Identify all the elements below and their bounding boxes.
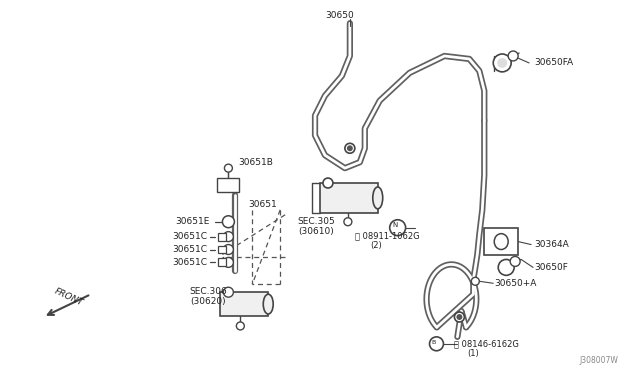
- Circle shape: [223, 287, 234, 297]
- Circle shape: [345, 143, 355, 153]
- Bar: [320, 183, 378, 213]
- Bar: [218, 232, 227, 241]
- Text: 30651C: 30651C: [173, 245, 207, 254]
- Bar: [218, 259, 227, 266]
- Circle shape: [323, 178, 333, 188]
- Circle shape: [225, 164, 232, 172]
- Bar: [484, 228, 518, 256]
- Circle shape: [429, 337, 444, 351]
- Circle shape: [223, 257, 234, 267]
- Circle shape: [508, 51, 518, 61]
- Circle shape: [498, 259, 514, 275]
- Text: (2): (2): [370, 241, 381, 250]
- Circle shape: [347, 145, 353, 151]
- Circle shape: [510, 256, 520, 266]
- Text: Ⓑ 08146-6162G: Ⓑ 08146-6162G: [454, 339, 519, 348]
- Circle shape: [223, 232, 234, 241]
- Text: (30620): (30620): [191, 296, 227, 306]
- Text: 30650+A: 30650+A: [494, 279, 536, 288]
- Text: SEC.306: SEC.306: [189, 287, 227, 296]
- Ellipse shape: [372, 187, 383, 209]
- Text: 30650FA: 30650FA: [534, 58, 573, 67]
- Circle shape: [454, 312, 465, 322]
- Circle shape: [471, 277, 479, 285]
- Circle shape: [493, 54, 511, 72]
- Text: N: N: [392, 222, 397, 228]
- Circle shape: [456, 314, 462, 320]
- Bar: [218, 246, 227, 253]
- Bar: [220, 292, 268, 316]
- Ellipse shape: [494, 234, 508, 250]
- Text: FRONT: FRONT: [53, 286, 85, 308]
- Text: 30651C: 30651C: [173, 258, 207, 267]
- Text: 30651: 30651: [248, 201, 277, 209]
- Text: SEC.305: SEC.305: [297, 217, 335, 226]
- Text: 30651B: 30651B: [238, 158, 273, 167]
- Circle shape: [223, 244, 234, 254]
- Bar: [218, 178, 239, 192]
- Circle shape: [344, 218, 352, 226]
- Text: 30364A: 30364A: [534, 240, 569, 249]
- Circle shape: [497, 58, 507, 68]
- Text: B: B: [431, 340, 436, 345]
- Text: 30651E: 30651E: [175, 217, 210, 226]
- Text: (1): (1): [467, 349, 479, 358]
- Text: J308007W: J308007W: [580, 356, 619, 365]
- Text: 30651C: 30651C: [173, 232, 207, 241]
- Ellipse shape: [263, 294, 273, 314]
- Circle shape: [223, 216, 234, 228]
- Text: Ⓝ 08911-1062G: Ⓝ 08911-1062G: [355, 231, 419, 240]
- Circle shape: [236, 322, 244, 330]
- Text: 30650F: 30650F: [534, 263, 568, 272]
- Circle shape: [390, 220, 406, 235]
- Text: (30610): (30610): [298, 227, 334, 236]
- Text: 30650: 30650: [326, 11, 355, 20]
